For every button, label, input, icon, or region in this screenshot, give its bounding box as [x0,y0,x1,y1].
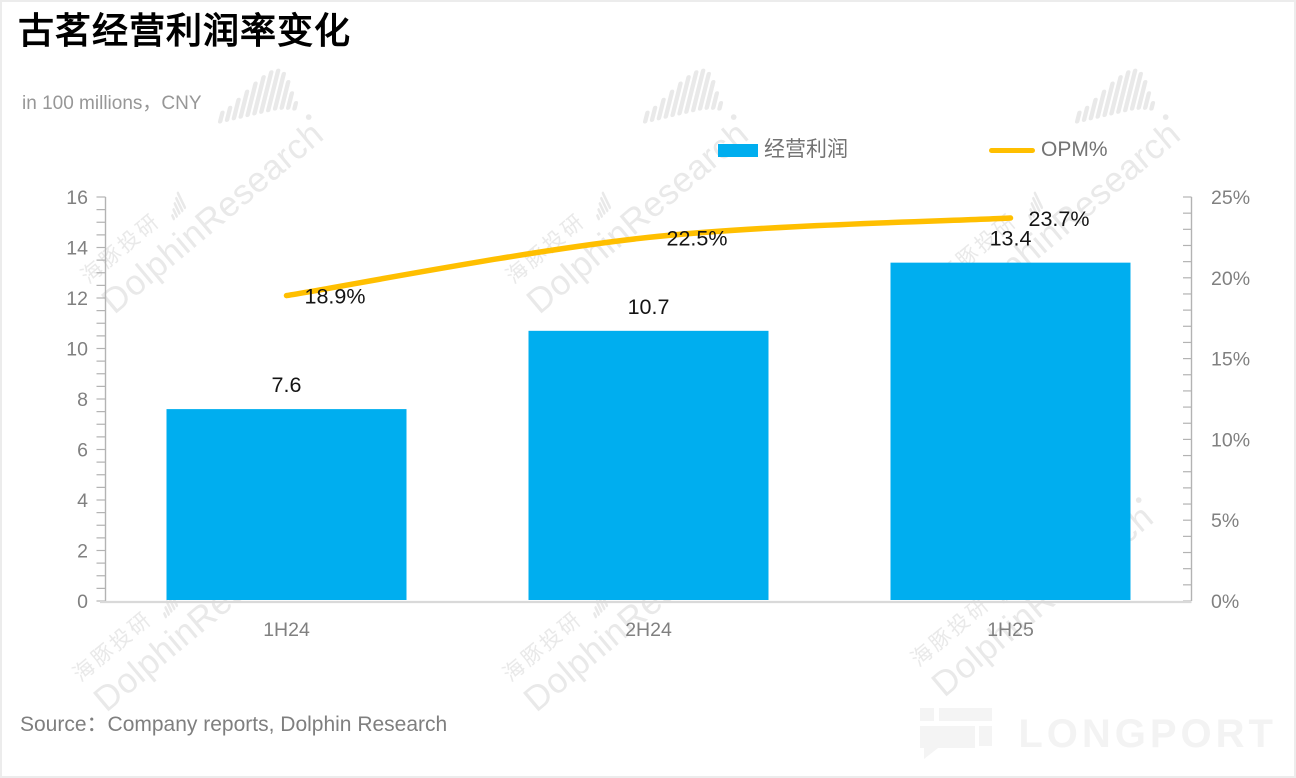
longport-logo-icon [920,708,993,759]
page-subtitle: in 100 millions，CNY [22,93,202,114]
category-label: 1H25 [987,619,1034,641]
left-axis-label: 12 [66,288,88,310]
legend-item-operating-profit: 经营利润 [718,137,848,163]
legend-bar-swatch [718,143,758,157]
source-note: Source：Company reports, Dolphin Research [20,713,448,736]
right-axis-label: 5% [1211,510,1239,532]
left-axis-label: 8 [77,389,88,411]
left-axis-label: 16 [66,187,88,209]
bar-value-label: 7.6 [272,373,302,397]
right-axis-label: 0% [1211,591,1239,613]
right-axis-label: 15% [1211,349,1250,371]
legend-item-opm: OPM% [989,137,1108,163]
longport-logo: LONGPORT [920,708,1277,760]
left-axis-label: 4 [77,490,88,512]
line-value-label: 22.5% [667,226,728,250]
line-value-label: 23.7% [1029,207,1090,231]
right-axis-label: 20% [1211,268,1250,290]
line-value-label: 18.9% [305,285,366,309]
opm-line [283,215,1014,299]
left-axis-label: 14 [66,238,88,260]
page-title: 古茗经营利润率变化 [18,10,352,51]
bar-value-label: 10.7 [628,295,670,319]
bar-1H24 [166,409,407,600]
longport-logo-text: LONGPORT [1018,711,1277,756]
legend-line-swatch [989,147,1035,153]
left-axis-label: 6 [77,440,88,462]
bar-1H25 [890,262,1131,600]
legend-label: OPM% [1041,138,1108,161]
right-axis-label: 10% [1211,429,1250,451]
legend-label: 经营利润 [764,138,848,161]
right-axis-label: 25% [1211,187,1250,209]
category-label: 1H24 [263,619,310,641]
left-axis-label: 2 [77,541,88,563]
left-axis-label: 10 [66,339,88,361]
bar-2H24 [528,330,769,600]
bar-value-label: 13.4 [990,227,1032,251]
category-label: 2H24 [625,619,672,641]
left-axis-label: 0 [77,591,88,613]
